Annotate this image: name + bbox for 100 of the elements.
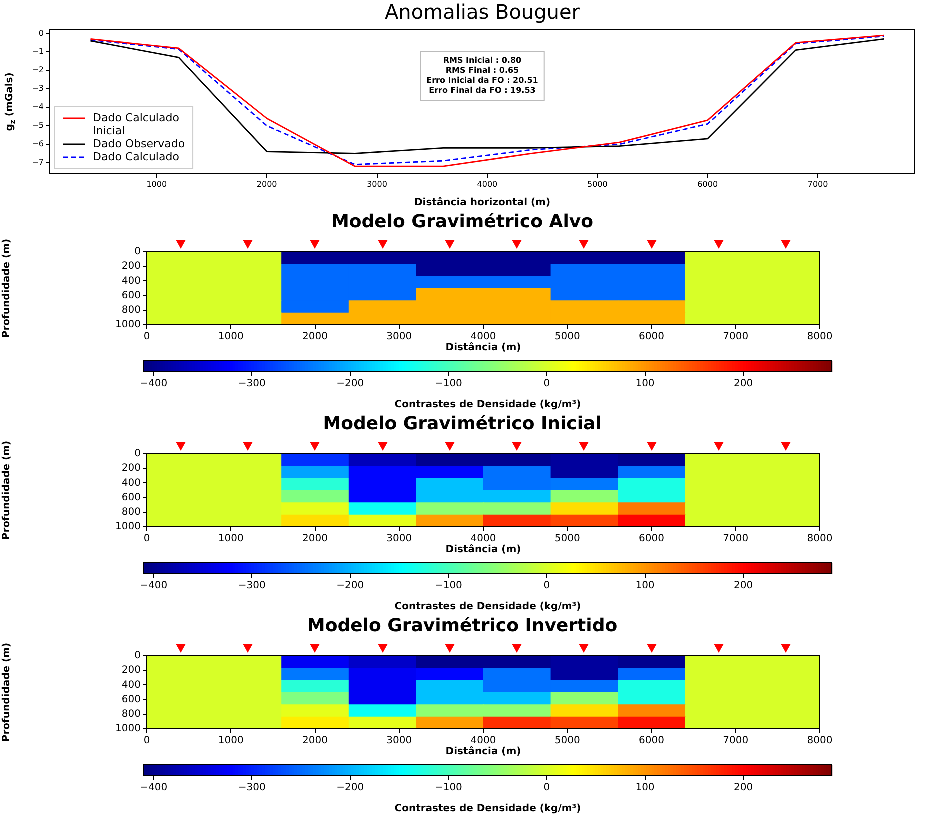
x-tick-label: 8000 — [807, 332, 833, 343]
x-axis-title: Distância (m) — [446, 544, 522, 556]
y-tick-label: 600 — [122, 694, 141, 706]
annotation: Erro Final da FO : 19.53 — [429, 86, 536, 96]
chart-title: Anomalias Bouguer — [384, 0, 581, 24]
color-bar-label: −100 — [434, 378, 462, 390]
y-tick-label: 0 — [134, 650, 141, 662]
color-bar-label: 0 — [544, 782, 550, 794]
y-tick-label: 400 — [122, 478, 141, 489]
color-bar-label: −400 — [140, 580, 168, 592]
x-tick-label: 7000 — [723, 332, 749, 343]
color-bar-label: −100 — [434, 782, 462, 794]
y-tick-label: −2 — [32, 66, 44, 75]
color-bar-label: −400 — [140, 378, 168, 390]
x-tick-label: 4000 — [470, 332, 496, 343]
y-tick-label: −7 — [32, 158, 44, 167]
x-tick-label: 3000 — [386, 332, 412, 343]
color-bar-label: −100 — [434, 580, 462, 592]
x-tick-label: 1000 — [218, 332, 244, 343]
y-tick-label: 1000 — [116, 320, 141, 331]
color-bar-label: −300 — [238, 378, 266, 390]
x-tick-label: 8000 — [807, 534, 833, 545]
color-bar-label: 0 — [544, 580, 550, 592]
chart-title: Modelo Gravimétrico Alvo — [332, 212, 594, 233]
x-tick-label: 7000 — [723, 736, 749, 747]
x-tick-label: 3000 — [386, 534, 412, 545]
x-tick-label: 4000 — [470, 736, 496, 747]
x-tick-label: 5000 — [554, 534, 580, 545]
y-tick-label: 0 — [38, 28, 44, 38]
x-tick-label: 2000 — [302, 736, 328, 747]
x-tick-label: 1000 — [218, 534, 244, 545]
x-tick-label: 0 — [144, 736, 150, 747]
y-tick-label: 800 — [122, 708, 141, 720]
color-bar-label: 100 — [636, 782, 655, 794]
x-tick-label: 1000 — [146, 180, 168, 189]
y-tick-label: 800 — [122, 506, 141, 518]
y-tick-label: 200 — [122, 261, 141, 272]
x-tick-label: 6000 — [639, 736, 664, 747]
y-tick-label: 0 — [134, 246, 141, 258]
color-bar-label: 200 — [734, 378, 754, 390]
y-axis-title: Profundidade (m) — [2, 642, 13, 742]
color-bar-label: 200 — [734, 580, 754, 592]
x-tick-label: 2000 — [302, 332, 328, 343]
color-bar-label: −300 — [238, 782, 266, 794]
color-bar-label: 100 — [636, 580, 655, 592]
y-tick-label: −6 — [32, 140, 44, 149]
y-tick-label: −1 — [32, 47, 44, 56]
color-bar-title: Contrastes de Densidade (kg/m³) — [394, 804, 582, 815]
y-tick-label: 600 — [122, 492, 141, 504]
chart-title: Modelo Gravimétrico Invertido — [307, 616, 618, 637]
x-tick-label: 4000 — [470, 534, 496, 545]
y-tick-label: 1000 — [116, 522, 141, 533]
x-tick-label: 2000 — [256, 180, 278, 189]
color-bar-label: 0 — [544, 378, 550, 390]
y-tick-label: 400 — [122, 680, 141, 691]
color-bar-title: Contrastes de Densidade (kg/m³) — [394, 400, 582, 411]
y-tick-label: 200 — [122, 665, 141, 676]
y-tick-label: 600 — [122, 290, 141, 302]
x-tick-label: 0 — [144, 534, 150, 545]
x-tick-label: 5000 — [554, 736, 580, 747]
y-tick-label: −5 — [32, 121, 44, 130]
y-tick-label: −4 — [32, 102, 44, 112]
y-axis-title: Profundidade (m) — [2, 238, 13, 338]
y-tick-label: −3 — [32, 84, 44, 94]
y-tick-label: 200 — [122, 463, 141, 474]
legend-label: Dado Calculado Inicial — [93, 111, 180, 138]
color-bar-label: 100 — [636, 378, 655, 390]
y-tick-label: 0 — [134, 448, 141, 460]
y-tick-label: 400 — [122, 276, 141, 287]
x-tick-label: 3000 — [386, 736, 412, 747]
x-tick-label: 3000 — [367, 180, 388, 189]
x-tick-label: 5000 — [587, 180, 608, 189]
x-tick-label: 6000 — [698, 180, 718, 189]
x-tick-label: 8000 — [807, 736, 833, 747]
x-axis-title: Distância horizontal (m) — [414, 198, 551, 209]
legend-label: Dado Observado — [93, 137, 186, 150]
x-axis-title: Distância (m) — [446, 342, 522, 354]
x-tick-label: 2000 — [302, 534, 328, 545]
x-tick-label: 4000 — [477, 180, 498, 189]
color-bar-label: −400 — [140, 782, 168, 794]
color-bar-label: −300 — [238, 580, 266, 592]
color-bar-label: −200 — [336, 782, 364, 794]
x-tick-label: 0 — [144, 332, 150, 343]
x-tick-label: 1000 — [218, 736, 244, 747]
x-axis-title: Distância (m) — [446, 746, 522, 758]
x-tick-label: 5000 — [554, 332, 580, 343]
y-axis-title: Profundidade (m) — [2, 440, 13, 540]
x-tick-label: 6000 — [639, 332, 664, 343]
y-tick-label: 1000 — [116, 724, 141, 735]
annotation: Erro Inicial da FO : 20.51 — [426, 76, 539, 86]
annotation: RMS Inicial : 0.80 — [443, 56, 522, 66]
color-bar-label: 200 — [734, 782, 754, 794]
x-tick-label: 6000 — [639, 534, 664, 545]
chart-title: Modelo Gravimétrico Inicial — [323, 414, 602, 435]
color-bar-label: −200 — [336, 580, 364, 592]
color-bar-title: Contrastes de Densidade (kg/m³) — [394, 602, 582, 613]
color-bar-label: −200 — [336, 378, 364, 390]
x-tick-label: 7000 — [808, 180, 828, 189]
annotation: RMS Final : 0.65 — [446, 66, 520, 76]
legend-label: Dado Calculado — [93, 150, 180, 164]
